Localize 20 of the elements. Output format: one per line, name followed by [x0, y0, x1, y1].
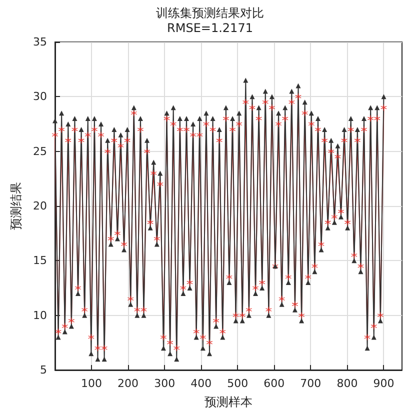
x-tick-label: 200 — [118, 377, 139, 390]
x-tick-label: 400 — [190, 377, 212, 390]
y-tick-label: 30 — [33, 90, 47, 104]
y-axis-title: 预测结果 — [9, 182, 24, 230]
chart-title: 训练集预测结果对比 — [156, 6, 264, 20]
x-tick-label: 900 — [373, 377, 394, 390]
x-tick-label: 500 — [227, 377, 248, 390]
y-tick-label: 15 — [33, 254, 47, 268]
x-tick-label: 600 — [264, 377, 285, 390]
chart-subtitle: RMSE=1.2171 — [167, 21, 253, 35]
y-tick-label: 10 — [33, 308, 47, 322]
y-tick-label: 35 — [33, 36, 47, 48]
x-tick-label: 700 — [300, 377, 322, 390]
x-tick-label: 800 — [336, 377, 358, 390]
y-tick-label: 20 — [33, 200, 47, 212]
y-tick-label: 25 — [33, 144, 47, 158]
x-tick-label: 300 — [154, 377, 176, 390]
x-tick-label: 100 — [81, 377, 102, 390]
y-tick-label: 5 — [40, 364, 47, 376]
x-axis-title: 预测样本 — [204, 395, 252, 409]
